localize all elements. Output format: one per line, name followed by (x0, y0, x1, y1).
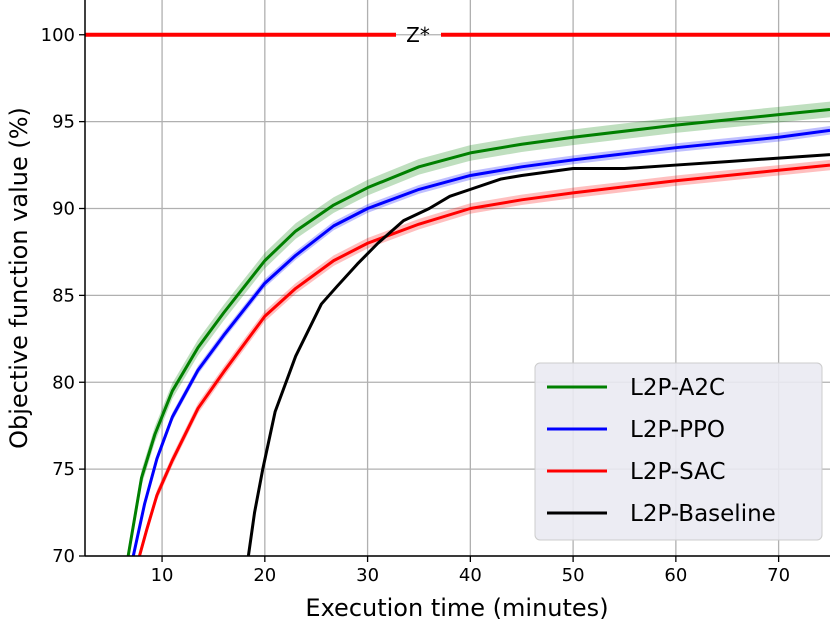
y-tick-label: 80 (52, 372, 75, 393)
x-axis-label: Execution time (minutes) (305, 594, 608, 622)
y-tick-label: 90 (52, 199, 75, 220)
y-tick-label: 75 (52, 459, 75, 480)
x-tick-label: 20 (253, 565, 276, 586)
y-tick-label: 85 (52, 285, 75, 306)
y-axis-label: Objective function value (%) (5, 107, 33, 449)
x-tick-label: 30 (356, 565, 379, 586)
line-l2p-baseline (246, 153, 830, 556)
legend-label: L2P-PPO (630, 417, 725, 443)
reference-line-label: Z* (406, 23, 430, 47)
series-lines (126, 107, 830, 556)
y-tick-label: 95 (52, 112, 75, 133)
legend-label: L2P-A2C (630, 375, 725, 401)
x-tick-label: 70 (767, 565, 790, 586)
axes: 10 20 30 40 50 60 70 70 75 80 85 90 95 100 (41, 0, 830, 586)
y-tick-label: 100 (41, 25, 75, 46)
y-tick-label: 70 (52, 546, 75, 567)
line-l2p-a2c (126, 107, 830, 556)
line-l2p-ppo (131, 128, 830, 556)
x-tick-label: 10 (151, 565, 174, 586)
legend-box (534, 362, 823, 541)
legend-label: L2P-SAC (630, 459, 726, 485)
legend: L2P-A2C L2P-PPO L2P-SAC L2P-Baseline (534, 362, 823, 541)
x-tick-label: 60 (664, 565, 687, 586)
x-tick-label: 50 (562, 565, 585, 586)
legend-label: L2P-Baseline (630, 501, 776, 527)
reference-line-group: Z* (85, 23, 830, 47)
line-l2p-sac (138, 163, 830, 556)
x-tick-label: 40 (459, 565, 482, 586)
